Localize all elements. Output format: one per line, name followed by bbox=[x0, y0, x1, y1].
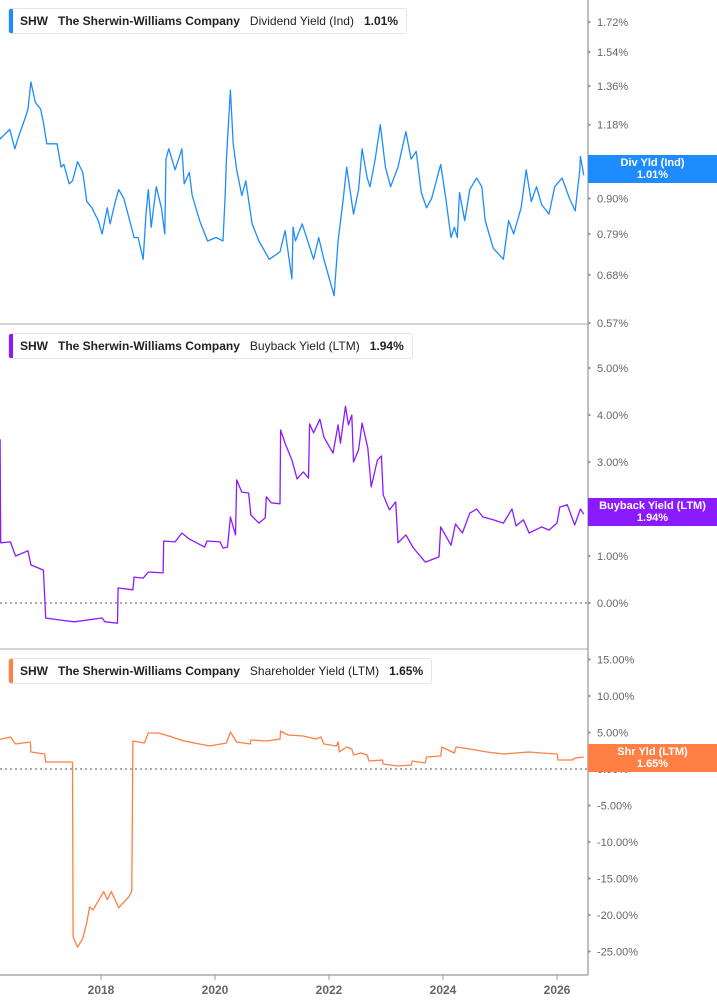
legend-ticker: SHW bbox=[20, 339, 48, 353]
y-tick-label: 1.72% bbox=[597, 17, 628, 29]
badge-label: Buyback Yield (LTM) bbox=[599, 500, 706, 512]
y-tick-label: 5.00% bbox=[597, 728, 628, 740]
x-tick-label: 2022 bbox=[316, 983, 343, 997]
x-tick-label: 2018 bbox=[88, 983, 115, 997]
x-tick-label: 2024 bbox=[430, 983, 457, 997]
last-value-badge-shareholder: Shr Yld (LTM) 1.65% bbox=[588, 744, 717, 772]
legend-color-bar bbox=[9, 334, 13, 358]
legend-shareholder-yield: SHW The Sherwin-Williams Company Shareho… bbox=[8, 658, 433, 684]
badge-label: Div Yld (Ind) bbox=[620, 157, 685, 169]
y-tick-label: 5.00% bbox=[597, 363, 628, 375]
y-tick-label: 1.36% bbox=[597, 81, 628, 93]
y-tick-label: 0.57% bbox=[597, 318, 628, 330]
legend-company: The Sherwin-Williams Company bbox=[58, 339, 240, 353]
y-tick-label: 15.00% bbox=[597, 655, 635, 667]
badge-label: Shr Yld (LTM) bbox=[617, 746, 688, 758]
legend-value: 1.94% bbox=[369, 339, 404, 353]
y-tick-label: -10.00% bbox=[597, 837, 638, 849]
y-tick-label: 1.54% bbox=[597, 47, 628, 59]
legend-company: The Sherwin-Williams Company bbox=[58, 14, 240, 28]
series-line-shareholder bbox=[0, 730, 584, 948]
badge-value: 1.01% bbox=[636, 169, 669, 181]
y-tick-label: 4.00% bbox=[597, 410, 628, 422]
y-tick-label: -15.00% bbox=[597, 874, 638, 886]
legend-buyback-yield: SHW The Sherwin-Williams Company Buyback… bbox=[8, 333, 413, 359]
series-line-dividend bbox=[0, 81, 585, 297]
badge-value: 1.94% bbox=[636, 512, 669, 524]
legend-ticker: SHW bbox=[20, 14, 48, 28]
last-value-badge-buyback: Buyback Yield (LTM) 1.94% bbox=[588, 498, 717, 526]
legend-ticker: SHW bbox=[20, 664, 48, 678]
series-line-buyback bbox=[0, 405, 585, 624]
y-tick-label: 0.90% bbox=[597, 194, 628, 206]
legend-metric: Shareholder Yield (LTM) bbox=[249, 664, 380, 678]
y-tick-label: 0.00% bbox=[597, 598, 628, 610]
legend-metric: Dividend Yield (Ind) bbox=[249, 14, 354, 28]
y-tick-label: 10.00% bbox=[597, 691, 635, 703]
y-tick-label: 1.18% bbox=[597, 120, 628, 132]
y-tick-label: -20.00% bbox=[597, 910, 638, 922]
legend-company: The Sherwin-Williams Company bbox=[58, 664, 240, 678]
y-tick-label: 1.00% bbox=[597, 551, 628, 563]
x-tick-label: 2020 bbox=[202, 983, 229, 997]
legend-value: 1.01% bbox=[363, 14, 399, 28]
y-tick-label: 3.00% bbox=[597, 457, 628, 469]
legend-dividend-yield: SHW The Sherwin-Williams Company Dividen… bbox=[8, 8, 408, 34]
legend-metric: Buyback Yield (LTM) bbox=[249, 339, 360, 353]
legend-color-bar bbox=[9, 659, 13, 683]
y-tick-label: -25.00% bbox=[597, 947, 638, 959]
legend-color-bar bbox=[9, 9, 13, 33]
last-value-badge-dividend: Div Yld (Ind) 1.01% bbox=[588, 155, 717, 183]
legend-value: 1.65% bbox=[389, 664, 424, 678]
badge-value: 1.65% bbox=[636, 758, 669, 770]
y-tick-label: 0.68% bbox=[597, 270, 628, 282]
y-tick-label: 0.79% bbox=[597, 229, 628, 241]
x-tick-label: 2026 bbox=[544, 983, 571, 997]
y-tick-label: -5.00% bbox=[597, 801, 632, 813]
